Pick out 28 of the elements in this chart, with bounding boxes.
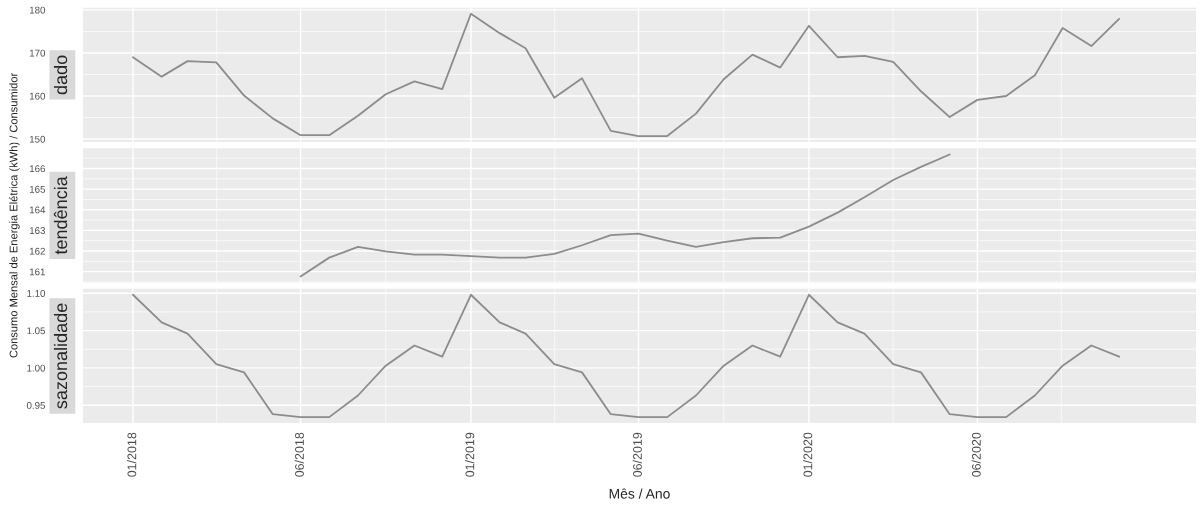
y-tick-label: 162	[29, 247, 45, 255]
line-series	[132, 293, 1121, 419]
y-axis-title: Consumo Mensal de Energia Elétrica (kWh) / Consumidor	[9, 72, 20, 358]
x-tick-label: 06/2020	[971, 432, 981, 477]
x-tick-label: 06/2018	[294, 432, 304, 477]
y-tick-label: 1.10	[27, 290, 46, 297]
y-tick-label: 0.95	[26, 401, 46, 409]
y-tick-label: 161	[29, 268, 45, 276]
y-tick-label: 166	[29, 165, 46, 173]
y-tick-label: 1.00	[27, 364, 46, 372]
y-tick-label: 160	[29, 92, 46, 100]
y-tick-label: 164	[29, 206, 46, 214]
text: dado	[53, 55, 68, 95]
y-tick-label: 150	[29, 135, 46, 143]
x-tick-label: 06/2019	[632, 432, 642, 477]
text: sazonalidade	[53, 303, 68, 409]
x-tick-label: 01/2018	[127, 432, 137, 477]
x-tick-label: 01/2020	[803, 432, 813, 477]
text: tendência	[53, 176, 68, 255]
y-tick-label: 170	[29, 49, 46, 57]
y-tick-label: 165	[29, 185, 46, 193]
line-series	[132, 12, 1121, 137]
line-series	[299, 153, 951, 278]
y-tick-label: 1.05	[27, 327, 46, 335]
x-tick-label: 01/2019	[465, 432, 475, 477]
y-tick-label: 180	[29, 6, 46, 14]
y-tick-label: 163	[29, 227, 46, 235]
x-axis-title: Mês / Ano	[609, 488, 670, 499]
